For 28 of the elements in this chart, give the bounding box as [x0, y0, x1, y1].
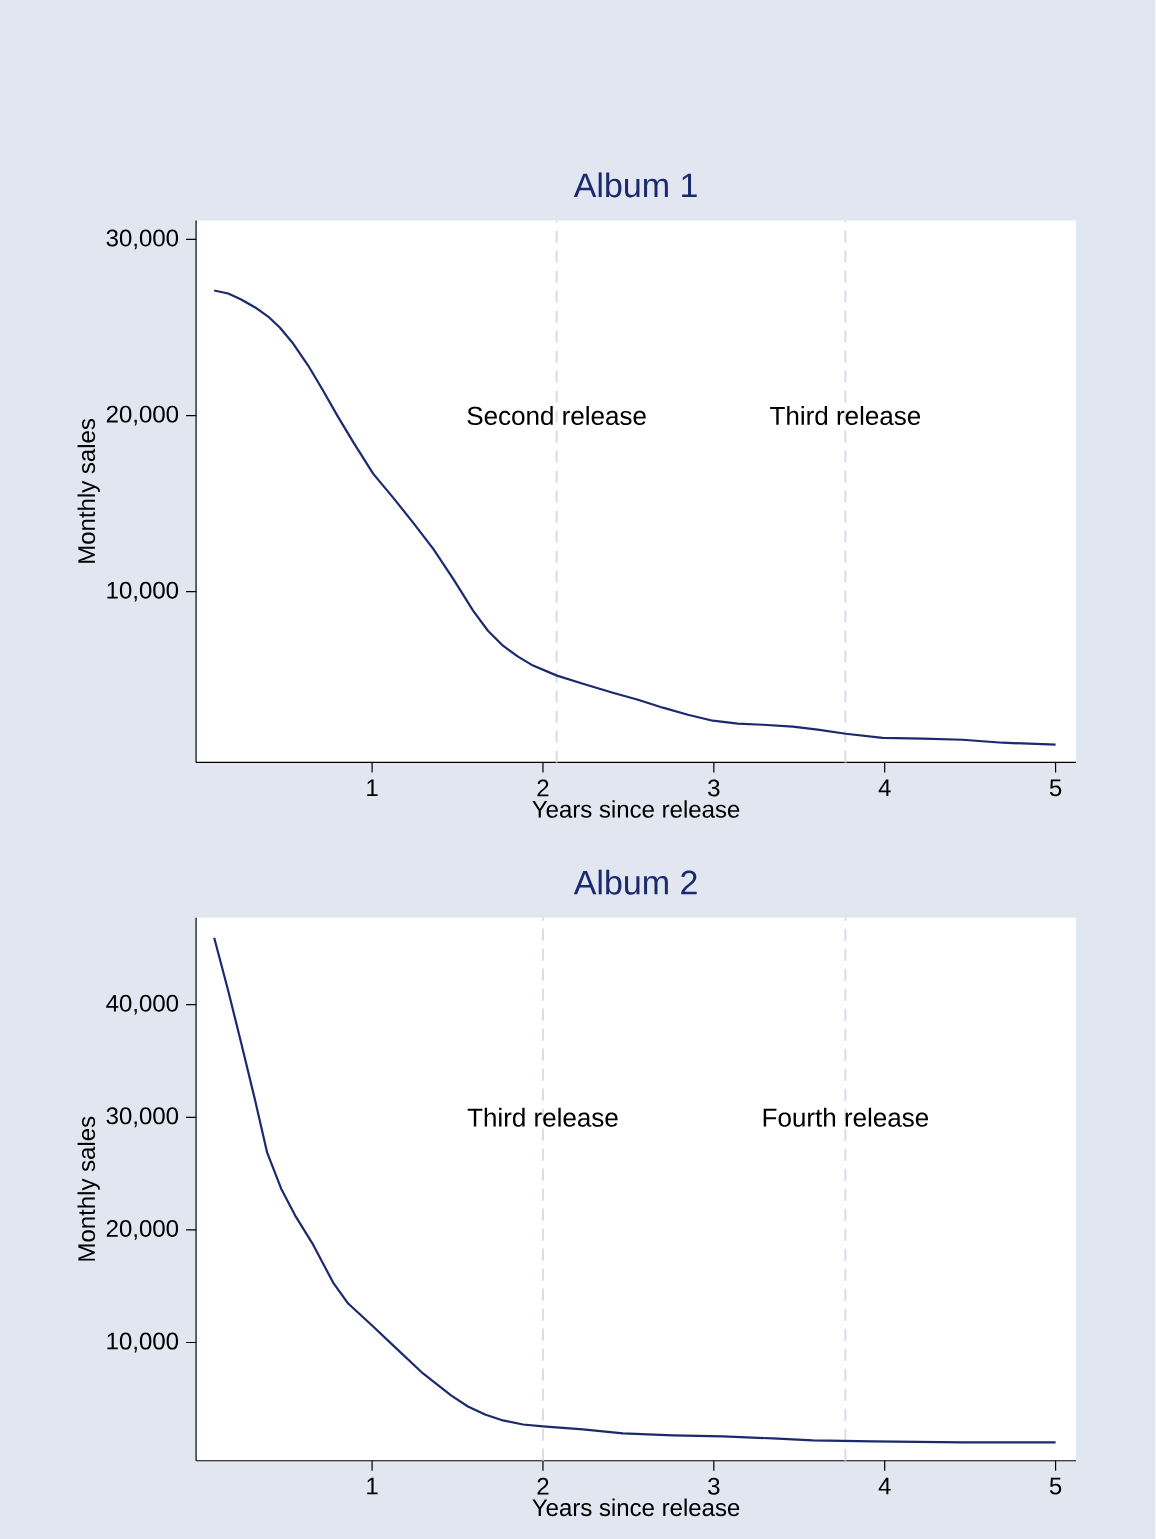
chart-title: Album 1 — [574, 172, 697, 198]
annotation: Second release — [467, 405, 646, 426]
annotation: Third release — [467, 1107, 618, 1127]
x-axis-title: Years since release — [532, 800, 740, 818]
y-tick-label: 20,000 — [107, 405, 179, 426]
line-series — [213, 936, 1057, 1444]
y-axis-title: Monthly sales — [77, 1116, 101, 1261]
x-tick-label: 3 — [708, 1477, 720, 1495]
y-tick-label: 40,000 — [106, 994, 179, 1015]
y-tick-label: 30,000 — [106, 1107, 179, 1128]
x-axis-title: Years since release — [532, 1498, 740, 1517]
y-tick-label: 30,000 — [106, 229, 179, 250]
chart-title: Album 2 — [574, 869, 697, 895]
x-tick-label: 1 — [367, 1477, 378, 1495]
y-tick-label: 10,000 — [107, 1332, 179, 1353]
x-tick-label: 1 — [367, 779, 378, 797]
x-tick-label: 2 — [537, 1477, 549, 1495]
x-tick-label: 5 — [1050, 1477, 1062, 1495]
x-tick-label: 4 — [878, 779, 891, 797]
x-tick-label: 4 — [878, 1477, 891, 1495]
annotation: Fourth release — [763, 1107, 929, 1127]
y-axis-title: Monthly sales — [77, 418, 101, 563]
x-tick-label: 3 — [708, 779, 720, 797]
x-tick-label: 2 — [537, 779, 549, 797]
y-tick-label: 10,000 — [107, 581, 179, 602]
y-tick-label: 20,000 — [107, 1219, 179, 1240]
x-tick-label: 5 — [1050, 779, 1062, 797]
annotation: Third release — [770, 405, 921, 426]
